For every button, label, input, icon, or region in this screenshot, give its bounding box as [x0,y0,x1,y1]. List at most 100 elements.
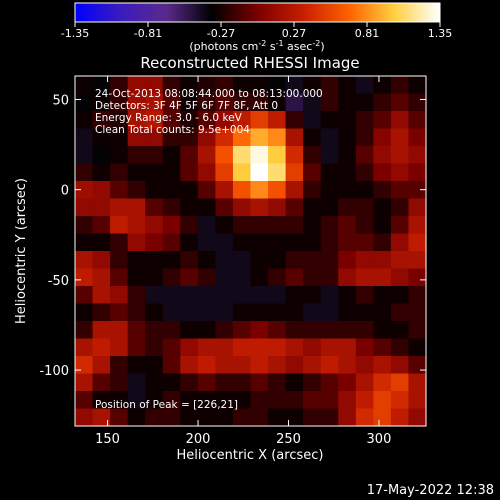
heatmap-cell [180,303,199,322]
colorbar-tick-label: -1.35 [61,27,89,40]
heatmap-cell [110,356,129,375]
heatmap-cell [92,111,111,130]
heatmap-cell [373,198,392,217]
heatmap-cell [145,76,164,95]
heatmap-cell [373,233,392,252]
heatmap-cell [338,93,357,112]
y-axis-label: Heliocentric Y (arcsec) [14,178,29,324]
heatmap-cell [162,181,181,200]
colorbar-tick-label: 0.81 [355,27,380,40]
heatmap-cell [408,93,427,112]
heatmap-cell [373,321,392,340]
heatmap-cell [338,128,357,147]
colorbar-tick-labels: -1.35 -0.81 -0.27 0.27 0.81 1.35 [61,27,452,40]
heatmap-cell [355,93,374,112]
heatmap-cell [180,128,199,147]
heatmap-cell [320,251,339,270]
heatmap-cell [268,233,287,252]
heatmap-cell [373,76,392,95]
heatmap-cell [232,216,252,235]
y-tick-label: -50 [48,274,69,289]
heatmap-cell [92,303,111,322]
heatmap-cell [355,303,374,322]
heatmap-cell [215,408,234,427]
heatmap-cell [355,268,374,287]
x-tick-label: 300 [367,432,392,447]
heatmap-cell [145,321,164,340]
heatmap-cell [268,198,287,217]
heatmap-cell [162,146,181,165]
plot-frame [74,75,427,427]
heatmap-cell [320,303,339,322]
peak-position-label: Position of Peak = [226,21] [95,399,238,411]
heatmap-cell [75,408,94,427]
heatmap-cell [145,93,164,112]
heatmap-cell [373,356,392,375]
heatmap-cell [197,76,216,95]
heatmap-cell [110,268,129,287]
heatmap-cell [355,233,374,252]
heatmap-cell [303,303,322,322]
heatmap-cell [408,373,427,392]
heatmap-cell [250,373,269,392]
heatmap-cell [373,391,392,410]
heatmap-cell [215,268,234,287]
heatmap-cell [373,163,392,182]
colorbar-gradient [75,3,440,22]
heatmap-cell [127,251,146,270]
heatmap-cell [197,373,216,392]
y-axis-ticks: 50 0 -50 -100 [39,93,426,379]
heatmap-cell [390,128,410,147]
heatmap-cell [268,251,287,270]
heatmap-cell [408,251,427,270]
heatmap-cell [197,286,216,305]
heatmap-cell [355,146,374,165]
heatmap-cell [180,198,199,217]
heatmap-cell [180,391,199,410]
heatmap-cell [127,356,146,375]
heatmap-cell [197,146,216,165]
heatmap-cell [75,251,94,270]
heatmap-cell [127,391,146,410]
heatmap-cell [303,93,322,112]
heatmap-cell [92,321,111,340]
heatmap-cell [390,111,410,130]
heatmap-cell [215,181,234,200]
heatmap-cell [390,216,410,235]
heatmap-cell [390,321,410,340]
heatmap-cell [232,321,252,340]
colorbar-tick-label: 0.27 [282,27,307,40]
heatmap-cell [127,163,146,182]
heatmap-cell [390,356,410,375]
heatmap-cell [75,233,94,252]
heatmap-cell [232,76,252,95]
heatmap-cell [355,356,374,375]
heatmap-cell [268,163,287,182]
heatmap-cell [408,216,427,235]
heatmap-cell [215,338,234,357]
heatmap-cell [268,338,287,357]
y-tick-label: 50 [52,93,69,108]
heatmap-cell [162,111,181,130]
heatmap-cell [285,303,304,322]
heatmap-cell [285,76,304,95]
heatmap-cell [268,391,287,410]
heatmap-cell [145,233,164,252]
heatmap-cell [303,356,322,375]
heatmap-cell [92,76,111,95]
heatmap-cell [285,408,304,427]
heatmap-cell [215,303,234,322]
heatmap-cell [303,286,322,305]
heatmap-cell [373,146,392,165]
heatmap-cell [180,408,199,427]
heatmap-cell [285,251,304,270]
heatmap-cell [285,181,304,200]
heatmap-cell [373,111,392,130]
heatmap-cell [268,216,287,235]
heatmap-cell [320,146,339,165]
heatmap-cell [390,76,410,95]
heatmap-cell [127,76,146,95]
heatmap-cell [303,268,322,287]
heatmap-cell [338,268,357,287]
heatmap-cell [127,198,146,217]
